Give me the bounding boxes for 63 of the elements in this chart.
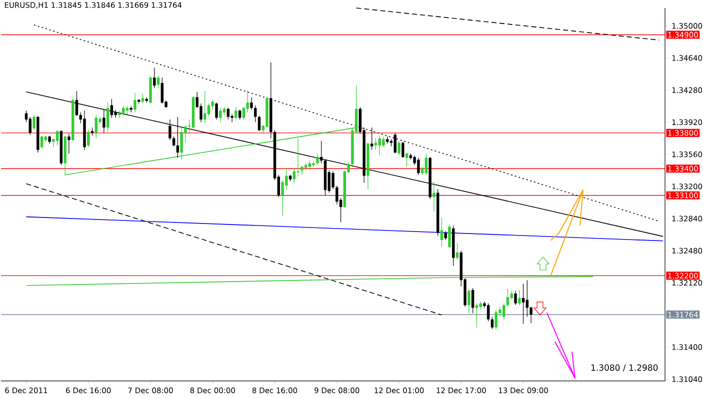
candlestick bbox=[238, 109, 242, 120]
candlestick bbox=[292, 167, 296, 184]
candlestick bbox=[479, 301, 482, 310]
candlestick bbox=[398, 140, 400, 156]
candlestick bbox=[258, 116, 261, 132]
candlestick bbox=[226, 108, 230, 120]
candlestick bbox=[281, 180, 284, 216]
candlestick bbox=[254, 104, 257, 123]
candlestick bbox=[432, 182, 436, 212]
candlestick bbox=[134, 92, 136, 113]
candlestick bbox=[102, 109, 106, 134]
candlestick bbox=[250, 96, 253, 110]
candlestick bbox=[332, 170, 334, 190]
candlestick bbox=[522, 283, 525, 324]
candlestick bbox=[370, 127, 374, 150]
candlestick bbox=[56, 130, 59, 146]
candlestick bbox=[40, 135, 44, 150]
candlestick bbox=[424, 153, 428, 176]
candlestick bbox=[394, 132, 396, 154]
candlestick bbox=[486, 303, 490, 322]
candlestick bbox=[378, 135, 381, 156]
candlestick bbox=[153, 67, 156, 89]
candlestick bbox=[374, 138, 378, 150]
candlestick bbox=[211, 100, 214, 110]
candlestick bbox=[300, 166, 304, 176]
candlestick bbox=[382, 136, 385, 148]
candlestick bbox=[502, 303, 506, 320]
candlestick bbox=[514, 290, 517, 306]
candlestick bbox=[506, 288, 510, 308]
candlestick bbox=[471, 288, 474, 314]
candlestick bbox=[114, 109, 117, 118]
candlestick bbox=[320, 140, 323, 164]
candlestick bbox=[234, 106, 238, 120]
candlestick bbox=[106, 102, 110, 132]
candlestick bbox=[448, 224, 451, 248]
candlestick bbox=[468, 288, 470, 314]
candlestick bbox=[118, 110, 121, 118]
candlestick bbox=[32, 114, 36, 131]
candlestick bbox=[518, 290, 521, 306]
candlestick bbox=[475, 303, 478, 328]
candlestick bbox=[405, 152, 408, 168]
candlestick bbox=[68, 134, 70, 154]
candlestick bbox=[172, 136, 176, 147]
candlestick bbox=[336, 185, 338, 205]
candlestick bbox=[87, 130, 90, 148]
candlestick bbox=[456, 242, 459, 260]
candlestick bbox=[316, 153, 319, 166]
candlestick bbox=[402, 142, 404, 158]
candlestick bbox=[141, 93, 144, 104]
candlestick bbox=[94, 114, 98, 139]
candlestick bbox=[176, 116, 180, 158]
candlestick bbox=[156, 76, 160, 89]
candlestick bbox=[219, 108, 222, 123]
candlestick bbox=[494, 310, 498, 330]
candlestick bbox=[490, 316, 494, 330]
candlestick bbox=[526, 280, 529, 318]
candlestick bbox=[440, 217, 444, 248]
annotation: 1.3080 / 1.2980 bbox=[591, 364, 658, 372]
candlestick bbox=[160, 77, 164, 104]
candlestick bbox=[168, 119, 172, 140]
candlestick bbox=[28, 116, 32, 135]
candlestick bbox=[215, 102, 218, 120]
candlestick bbox=[417, 158, 420, 176]
